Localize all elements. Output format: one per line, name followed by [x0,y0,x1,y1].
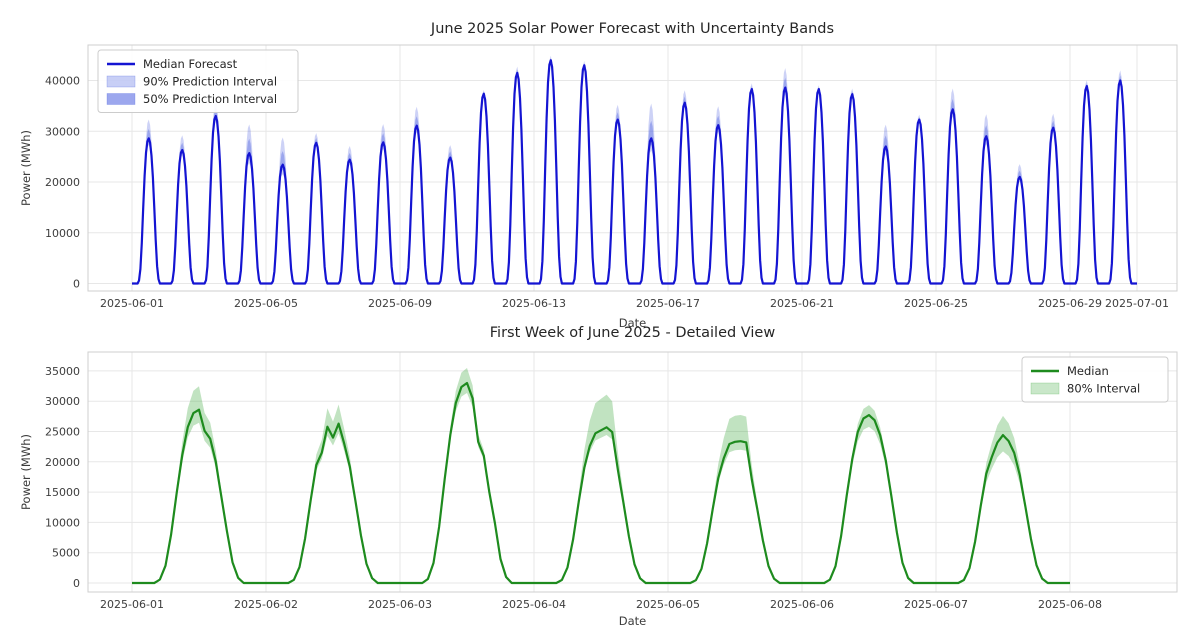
x-tick-label: 2025-06-08 [1038,598,1102,611]
y-tick-label: 30000 [45,125,80,138]
y-tick-label: 0 [73,577,80,590]
legend-label: Median Forecast [143,57,238,71]
legend-patch-swatch [106,93,136,105]
y-tick-label: 30000 [45,395,80,408]
x-tick-label: 2025-06-09 [368,297,432,310]
x-axis-title: Date [619,316,647,330]
y-tick-label: 10000 [45,227,80,240]
x-tick-label: 2025-06-21 [770,297,834,310]
chart-title: First Week of June 2025 - Detailed View [490,325,776,341]
y-axis-title: Power (MWh) [19,434,33,510]
y-tick-label: 15000 [45,486,80,499]
x-tick-label: 2025-06-17 [636,297,700,310]
x-tick-label: 2025-06-03 [368,598,432,611]
y-tick-label: 25000 [45,426,80,439]
y-tick-label: 40000 [45,75,80,88]
legend: Median Forecast 90% Prediction Interval 50… [97,49,299,113]
x-tick-label: 2025-06-04 [502,598,566,611]
legend-box [1021,356,1169,403]
legend-patch-swatch [106,75,136,88]
legend-label: 80% Interval [1067,382,1140,396]
y-tick-label: 20000 [45,176,80,189]
x-tick-label: 2025-07-01 [1105,297,1169,310]
plot-border [87,44,1178,292]
plot-border [87,351,1178,593]
legend-label: 50% Prediction Interval [143,92,277,106]
x-tick-label: 2025-06-02 [234,598,298,611]
y-tick-label: 35000 [45,365,80,378]
median-line [131,59,1138,285]
x-axis-title: Date [619,614,647,628]
median-line [132,381,1070,585]
y-tick-label: 10000 [45,516,80,529]
y-tick-label: 20000 [45,456,80,469]
legend-box [97,49,299,113]
x-tick-label: 2025-06-25 [904,297,968,310]
x-tick-label: 2025-06-29 [1038,297,1102,310]
chart-2: 0 5000 10000 15000 20000 25000 30000 35000 2025-… [19,325,1178,628]
legend-label: Median [1067,364,1109,378]
y-tick-label: 5000 [52,547,80,560]
x-tick-label: 2025-06-06 [770,598,834,611]
x-tick-label: 2025-06-05 [234,297,298,310]
legend: Median 80% Interval [1021,356,1169,403]
x-tick-label: 2025-06-13 [502,297,566,310]
x-tick-label: 2025-06-07 [904,598,968,611]
legend-patch-swatch [1030,382,1060,395]
x-tick-label: 2025-06-01 [100,297,164,310]
y-tick-label: 0 [73,278,80,291]
x-tick-label: 2025-06-01 [100,598,164,611]
chart-1: 0 10000 20000 30000 40000 2025-06-01 2025-06-0… [19,21,1178,330]
legend-label: 90% Prediction Interval [143,75,277,89]
y-axis-title: Power (MWh) [19,130,33,206]
chart-title: June 2025 Solar Power Forecast with Unce… [430,21,834,37]
x-tick-label: 2025-06-05 [636,598,700,611]
band-80-percent [132,368,1070,583]
